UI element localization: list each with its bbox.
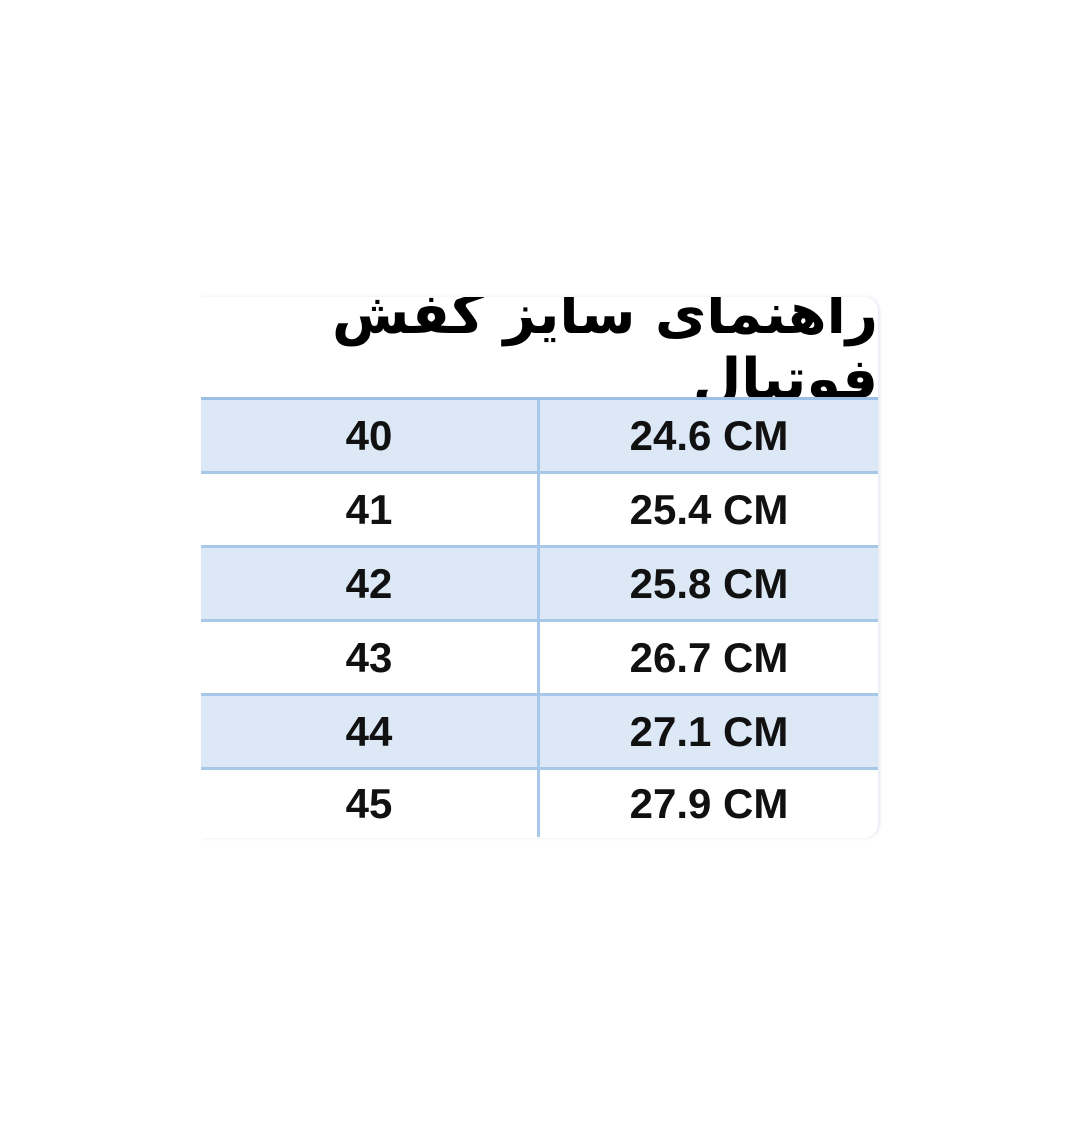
table-row: 45 27.9 CM <box>201 770 878 837</box>
table-row: 41 25.4 CM <box>201 474 878 548</box>
shoe-size-cell: 45 <box>201 770 540 837</box>
foot-length-cell: 25.8 CM <box>629 559 789 607</box>
foot-length-cell: 24.6 CM <box>629 411 789 459</box>
shoe-size-cell: 44 <box>201 696 540 767</box>
foot-length-cell: 26.7 CM <box>629 633 789 681</box>
table-body: 40 24.6 CM 41 25.4 CM 42 25.8 CM 43 26.7 CM 44 27… <box>201 397 878 837</box>
table-title: راهنمای سایز کفش فوتبال <box>332 297 878 412</box>
shoe-size-cell: 40 <box>201 400 540 471</box>
table-row: 40 24.6 CM <box>201 400 878 474</box>
size-chart-table: راهنمای سایز کفش فوتبال 40 24.6 CM 41 25.4 … <box>201 297 878 838</box>
shoe-size-cell: 42 <box>201 548 540 619</box>
foot-length-cell: 27.9 CM <box>629 779 789 827</box>
table-row: 43 26.7 CM <box>201 622 878 696</box>
foot-length-cell: 25.4 CM <box>629 485 789 533</box>
table-row: 42 25.8 CM <box>201 548 878 622</box>
shoe-size-cell: 41 <box>201 474 540 545</box>
foot-length-cell: 27.1 CM <box>629 707 789 755</box>
shoe-size-cell: 43 <box>201 622 540 693</box>
table-row: 44 27.1 CM <box>201 696 878 770</box>
